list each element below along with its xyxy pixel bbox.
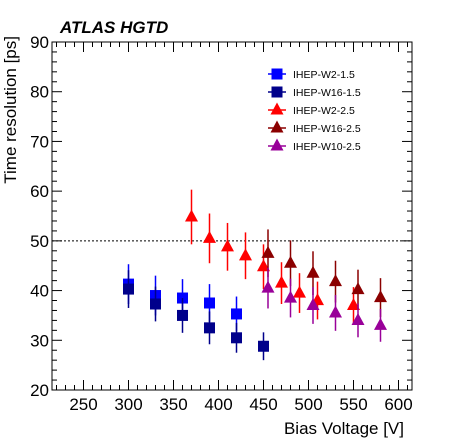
y-tick-label: 20 (30, 381, 49, 400)
data-point (221, 239, 234, 252)
x-tick-label: 600 (384, 395, 412, 414)
data-point (231, 332, 242, 344)
data-point (261, 280, 275, 293)
x-tick-label: 400 (204, 395, 232, 414)
legend-marker (270, 138, 284, 151)
x-tick-label: 300 (114, 395, 142, 414)
data-point (261, 245, 275, 258)
x-axis-title: Bias Voltage [V] (284, 419, 404, 438)
legend-marker (271, 86, 283, 98)
y-tick-label: 30 (30, 331, 49, 350)
legend-marker (271, 68, 283, 80)
y-tick-label: 50 (30, 232, 49, 251)
legend-marker (270, 102, 284, 115)
x-tick-label: 250 (69, 395, 97, 414)
legend-label: IHEP-W2-1.5 (293, 69, 355, 81)
y-axis-title: Time resolution [ps] (1, 36, 20, 184)
data-point (257, 259, 270, 272)
y-tick-label: 70 (30, 132, 49, 151)
y-tick-label: 90 (30, 33, 49, 52)
data-point (293, 285, 306, 298)
x-tick-label: 350 (159, 395, 187, 414)
legend-label: IHEP-W16-1.5 (293, 87, 361, 99)
data-point (306, 298, 320, 311)
data-point (374, 317, 387, 330)
data-point (351, 282, 365, 295)
data-point (185, 209, 198, 222)
data-point (123, 283, 134, 295)
y-tick-label: 80 (30, 83, 49, 102)
legend-label: IHEP-W2-2.5 (293, 105, 355, 117)
data-point (204, 322, 215, 334)
data-point (177, 309, 188, 321)
data-point (150, 298, 161, 310)
y-tick-label: 60 (30, 182, 49, 201)
data-point (239, 248, 252, 261)
legend-marker (270, 120, 284, 133)
data-point (284, 255, 297, 268)
data-point (329, 274, 342, 287)
x-tick-label: 500 (294, 395, 322, 414)
plot-frame (51, 41, 413, 391)
data-point (204, 297, 215, 309)
x-tick-label: 450 (249, 395, 277, 414)
data-point (329, 305, 342, 318)
data-point (275, 275, 288, 288)
data-point (347, 298, 360, 311)
data-point (374, 290, 387, 303)
x-tick-label: 550 (339, 395, 367, 414)
data-point (231, 308, 242, 320)
data-point (203, 230, 216, 243)
y-tick-label: 40 (30, 282, 49, 301)
legend-label: IHEP-W16-2.5 (293, 123, 361, 135)
data-point (258, 340, 269, 352)
chart-title: ATLAS HGTD (59, 18, 168, 37)
data-point (306, 265, 320, 278)
data-point (284, 290, 297, 303)
legend-label: IHEP-W10-2.5 (293, 141, 361, 153)
data-point (351, 312, 365, 325)
